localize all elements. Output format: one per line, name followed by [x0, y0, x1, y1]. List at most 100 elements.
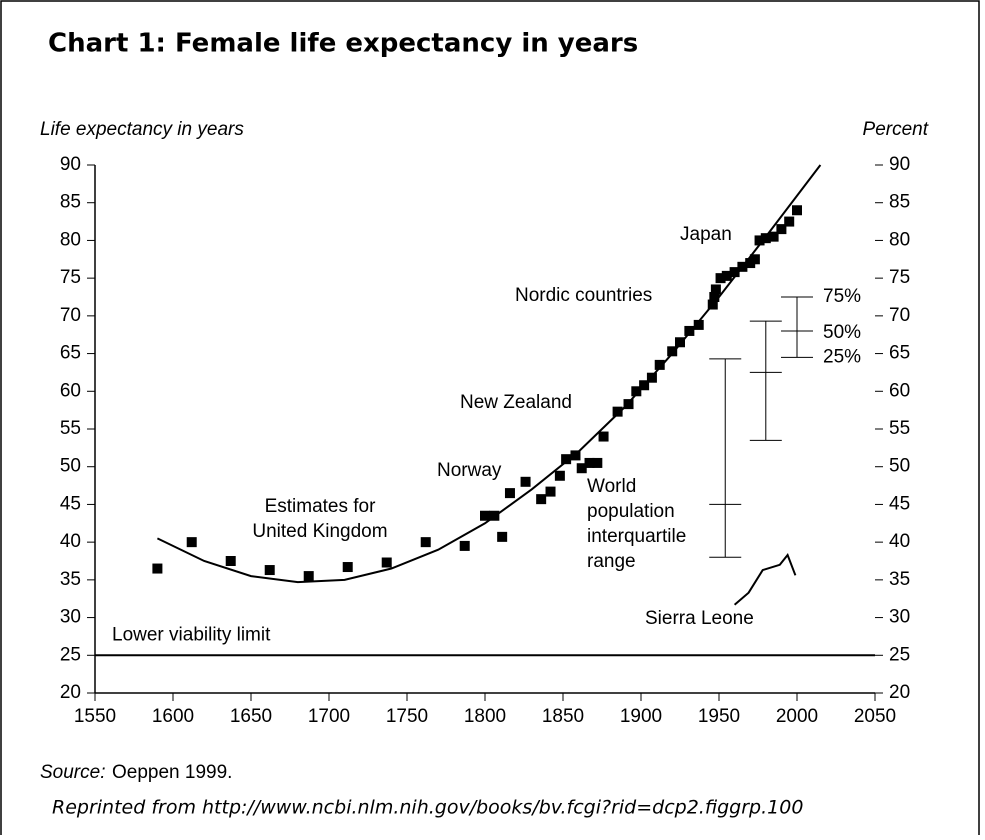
x-tick-label: 1750: [386, 706, 428, 727]
y-tick-label: 30: [60, 607, 81, 628]
y-axis-label: Life expectancy in years: [40, 119, 244, 140]
data-point: [709, 292, 720, 302]
annotation: United Kingdom: [252, 521, 387, 542]
y2-tick-label: 50: [889, 456, 910, 477]
annotation: range: [587, 551, 636, 572]
x-tick-label: 1850: [542, 706, 584, 727]
y2-tick-label: 70: [889, 305, 910, 326]
y-tick-label: 65: [60, 343, 81, 364]
data-point: [303, 571, 314, 582]
data-point: [264, 565, 275, 576]
y-tick-label: 20: [60, 682, 81, 703]
data-point: [721, 270, 732, 281]
y2-tick-label: 35: [889, 569, 910, 590]
iqr-percent-label: 25%: [823, 346, 861, 367]
data-point: [784, 216, 795, 227]
y-tick-label: 60: [60, 380, 81, 401]
annotation: interquartile: [587, 526, 686, 547]
data-point: [459, 540, 470, 551]
y2-tick-label: 80: [889, 229, 910, 250]
data-point: [760, 233, 771, 244]
data-point: [754, 235, 765, 246]
y2-tick-label: 25: [889, 644, 910, 665]
data-point: [504, 488, 515, 499]
data-point: [570, 450, 581, 461]
y-tick-label: 55: [60, 418, 81, 439]
y-tick-label: 70: [60, 305, 81, 326]
data-point: [693, 319, 704, 330]
data-point: [792, 205, 802, 216]
data-point: [776, 224, 787, 235]
data-point: [489, 510, 500, 521]
annotation: Japan: [680, 224, 732, 245]
y2-tick-label: 45: [889, 493, 910, 514]
y-tick-label: 35: [60, 569, 81, 590]
viability-label: Lower viability limit: [112, 624, 271, 645]
data-point: [592, 457, 603, 468]
x-tick-label: 1800: [464, 706, 506, 727]
y-tick-label: 40: [60, 531, 81, 552]
annotation: Sierra Leone: [645, 608, 754, 629]
data-point: [639, 380, 650, 391]
data-point: [623, 399, 634, 410]
annotation: World: [587, 476, 636, 497]
data-point: [646, 372, 657, 383]
data-point: [737, 261, 748, 272]
chart-title: Chart 1: Female life expectancy in years: [48, 29, 638, 59]
annotation: Nordic countries: [515, 285, 652, 306]
x-tick-label: 1900: [620, 706, 662, 727]
source: Oeppen 1999.: [112, 762, 232, 783]
data-point: [667, 346, 678, 357]
y-tick-label: 25: [60, 644, 81, 665]
data-point: [749, 254, 760, 265]
x-tick-label: 1550: [74, 706, 116, 727]
y-tick-label: 85: [60, 192, 81, 213]
data-point: [420, 537, 431, 548]
x-tick-label: 2050: [854, 706, 896, 727]
y2-tick-label: 20: [889, 682, 910, 703]
annotation: New Zealand: [460, 392, 572, 413]
data-point: [654, 359, 665, 370]
y-tick-label: 80: [60, 229, 81, 250]
y2-axis-label: Percent: [863, 119, 929, 140]
data-point: [497, 531, 508, 542]
sierra-leone-line: [733, 553, 797, 606]
y2-tick-label: 75: [889, 267, 910, 288]
data-point: [545, 486, 556, 497]
annotation: population: [587, 501, 675, 522]
data-point: [520, 476, 531, 487]
x-tick-label: 2000: [776, 706, 818, 727]
data-point: [612, 406, 623, 417]
annotation: Estimates for: [265, 496, 377, 517]
data-point: [684, 325, 695, 336]
y-tick-label: 50: [60, 456, 81, 477]
data-point: [768, 231, 779, 242]
y-tick-label: 90: [60, 154, 81, 175]
annotation: Norway: [437, 460, 502, 481]
trend-line: [156, 164, 822, 584]
data-point: [584, 457, 595, 468]
y2-tick-label: 30: [889, 607, 910, 628]
y2-tick-label: 40: [889, 531, 910, 552]
y-tick-label: 45: [60, 493, 81, 514]
data-point: [381, 557, 392, 568]
iqr-percent-label: 75%: [823, 286, 861, 307]
x-tick-label: 1600: [152, 706, 194, 727]
y-tick-label: 75: [60, 267, 81, 288]
data-point: [480, 510, 490, 521]
note: Reprinted from http://www.ncbi.nlm.nih.g…: [52, 797, 803, 819]
data-point: [554, 470, 565, 481]
data-point: [710, 284, 721, 295]
iqr-percent-label: 50%: [823, 322, 861, 343]
data-point: [729, 267, 740, 278]
x-tick-label: 1950: [698, 706, 740, 727]
data-point: [715, 273, 726, 284]
data-point: [707, 299, 718, 310]
y2-tick-label: 90: [889, 154, 910, 175]
data-point: [186, 537, 197, 548]
x-tick-label: 1650: [230, 706, 272, 727]
data-point: [598, 431, 609, 442]
y2-tick-label: 55: [889, 418, 910, 439]
